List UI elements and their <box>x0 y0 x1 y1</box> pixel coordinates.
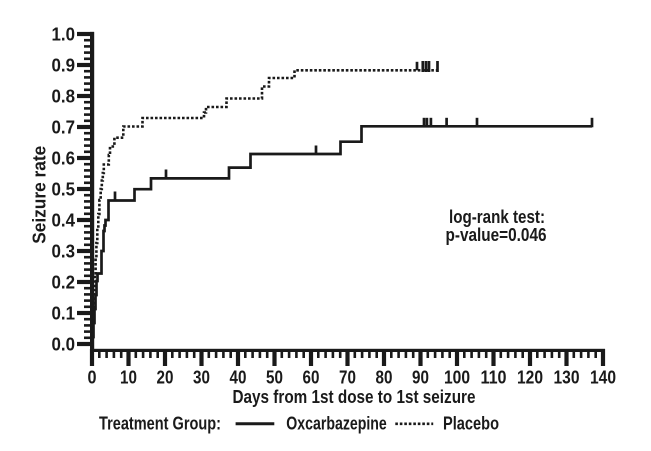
svg-text:1.0: 1.0 <box>52 23 76 44</box>
svg-text:120: 120 <box>517 366 543 387</box>
svg-text:70: 70 <box>339 366 356 387</box>
svg-text:p-value=0.046: p-value=0.046 <box>446 224 547 245</box>
svg-text:Days from 1st dose to 1st seiz: Days from 1st dose to 1st seizure <box>233 386 476 407</box>
svg-text:100: 100 <box>444 366 470 387</box>
svg-text:30: 30 <box>193 366 210 387</box>
svg-text:log-rank test:: log-rank test: <box>449 206 545 227</box>
svg-text:130: 130 <box>554 366 580 387</box>
svg-text:0.3: 0.3 <box>52 240 76 261</box>
svg-text:140: 140 <box>590 366 616 387</box>
svg-text:Placebo: Placebo <box>443 413 499 434</box>
svg-text:0.9: 0.9 <box>52 54 76 75</box>
svg-text:Oxcarbazepine: Oxcarbazepine <box>286 413 387 434</box>
svg-text:90: 90 <box>412 366 429 387</box>
svg-text:40: 40 <box>230 366 247 387</box>
svg-text:Seizure rate: Seizure rate <box>29 146 50 244</box>
svg-text:0: 0 <box>88 366 97 387</box>
svg-text:Treatment Group:: Treatment Group: <box>99 413 221 434</box>
svg-text:20: 20 <box>157 366 174 387</box>
svg-text:10: 10 <box>120 366 137 387</box>
svg-text:0.8: 0.8 <box>52 85 76 106</box>
svg-text:0.0: 0.0 <box>52 333 76 354</box>
svg-text:50: 50 <box>266 366 283 387</box>
svg-text:0.7: 0.7 <box>52 116 76 137</box>
svg-text:0.2: 0.2 <box>52 271 76 292</box>
svg-text:110: 110 <box>481 366 507 387</box>
svg-text:0.4: 0.4 <box>52 209 76 230</box>
svg-text:0.1: 0.1 <box>52 302 76 323</box>
svg-text:80: 80 <box>376 366 393 387</box>
svg-text:60: 60 <box>303 366 320 387</box>
svg-text:0.6: 0.6 <box>52 147 76 168</box>
svg-text:0.5: 0.5 <box>52 178 76 199</box>
